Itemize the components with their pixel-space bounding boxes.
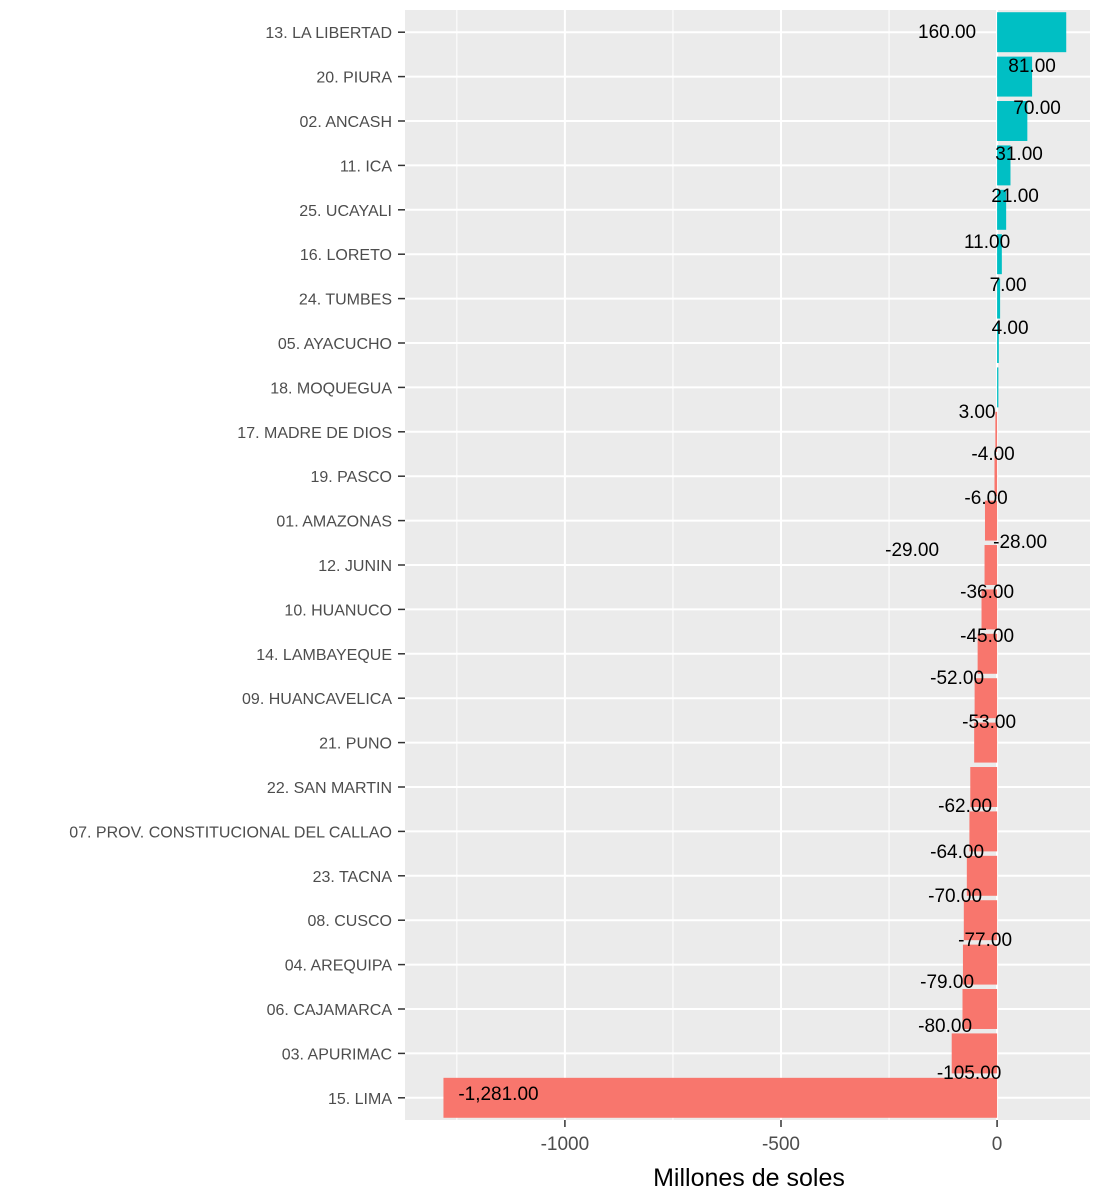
data-label: 11.00 (964, 232, 1010, 253)
y-tick-label: 20. PIURA (316, 70, 392, 87)
data-label: -36.00 (960, 582, 1014, 603)
y-tick-label: 14. LAMBAYEQUE (256, 647, 392, 664)
data-label: 3.00 (959, 402, 996, 423)
y-tick-label: 05. AYACUCHO (278, 336, 392, 353)
data-label: -1,281.00 (458, 1084, 538, 1105)
data-label: -52.00 (930, 668, 984, 689)
x-tick-label: -1000 (541, 1134, 590, 1155)
data-label: 7.00 (990, 275, 1027, 296)
data-label: 4.00 (992, 318, 1029, 339)
y-tick-label: 06. CAJAMARCA (267, 1002, 393, 1019)
bar (997, 101, 1028, 141)
bar (997, 145, 1011, 186)
y-tick-label: 15. LIMA (328, 1091, 392, 1108)
bar (970, 767, 998, 807)
data-label: 160.00 (918, 22, 976, 43)
data-label: -29.00 (885, 540, 939, 561)
bar (969, 811, 998, 852)
y-tick-label: 04. AREQUIPA (285, 958, 393, 975)
bar (974, 678, 998, 719)
bar (997, 56, 1033, 97)
bar (966, 855, 998, 896)
y-tick-label: 19. PASCO (310, 469, 392, 486)
bar (951, 1033, 998, 1074)
y-tick-label: 25. UCAYALI (299, 203, 392, 220)
x-axis-ticks: -1000 -500 0 (541, 1120, 1003, 1155)
bar (981, 589, 998, 630)
y-tick-label: 18. MOQUEGUA (270, 380, 392, 397)
data-label: -28.00 (993, 532, 1047, 553)
y-tick-label: 17. MADRE DE DIOS (237, 425, 392, 442)
data-label: -62.00 (938, 796, 992, 817)
data-label: 70.00 (1013, 98, 1061, 119)
bar (443, 1077, 998, 1118)
y-tick-label: 07. PROV. CONSTITUCIONAL DEL CALLAO (69, 824, 392, 841)
y-axis-ticks: 13. LA LIBERTAD 20. PIURA 02. ANCASH 11. IC… (69, 25, 405, 1108)
y-tick-label: 03. APURIMAC (282, 1046, 392, 1063)
data-label: 81.00 (1008, 56, 1056, 77)
data-label: -64.00 (930, 842, 984, 863)
bar (974, 722, 998, 763)
data-label: -80.00 (918, 1016, 972, 1037)
bars (443, 12, 1067, 1118)
bar (997, 234, 1002, 275)
y-tick-label: 02. ANCASH (300, 114, 392, 131)
bar (962, 989, 998, 1029)
y-tick-label: 11. ICA (340, 158, 393, 175)
data-label: -6.00 (964, 488, 1007, 509)
bar (997, 12, 1067, 53)
bar (962, 944, 998, 985)
data-label: 31.00 (995, 144, 1043, 165)
bar (997, 189, 1007, 230)
bar (997, 367, 999, 408)
bar (963, 900, 998, 941)
bar (994, 456, 998, 497)
bar (977, 633, 998, 674)
x-tick-label: 0 (992, 1134, 1003, 1155)
y-tick-label: 24. TUMBES (299, 292, 392, 309)
y-tick-label: 22. SAN MARTIN (267, 780, 392, 797)
bar (984, 545, 998, 585)
bar (984, 500, 998, 541)
data-label: -70.00 (928, 886, 982, 907)
bar (997, 323, 999, 363)
data-label: -45.00 (960, 626, 1014, 647)
y-tick-label: 08. CUSCO (308, 913, 392, 930)
y-tick-label: 10. HUANUCO (284, 602, 392, 619)
y-tick-label: 01. AMAZONAS (276, 514, 392, 531)
y-tick-label: 09. HUANCAVELICA (242, 691, 392, 708)
x-axis-title: Millones de soles (653, 1164, 845, 1191)
data-labels: 160.00 81.00 70.00 31.00 21.00 11.00 7.00 4.00 3… (458, 22, 1061, 1105)
y-tick-label: 12. JUNIN (318, 558, 392, 575)
y-tick-label: 23. TACNA (313, 869, 393, 886)
data-label: -105.00 (937, 1063, 1001, 1084)
data-label: -53.00 (962, 712, 1016, 733)
x-tick-label: -500 (762, 1134, 800, 1155)
data-label: -79.00 (920, 972, 974, 993)
y-tick-label: 16. LORETO (300, 247, 392, 264)
bar (997, 278, 1001, 319)
data-label: -4.00 (971, 444, 1014, 465)
data-label: -77.00 (958, 930, 1012, 951)
y-tick-label: 13. LA LIBERTAD (265, 25, 392, 42)
data-label: 21.00 (991, 186, 1039, 207)
y-tick-label: 21. PUNO (319, 736, 392, 753)
bar (995, 411, 998, 452)
